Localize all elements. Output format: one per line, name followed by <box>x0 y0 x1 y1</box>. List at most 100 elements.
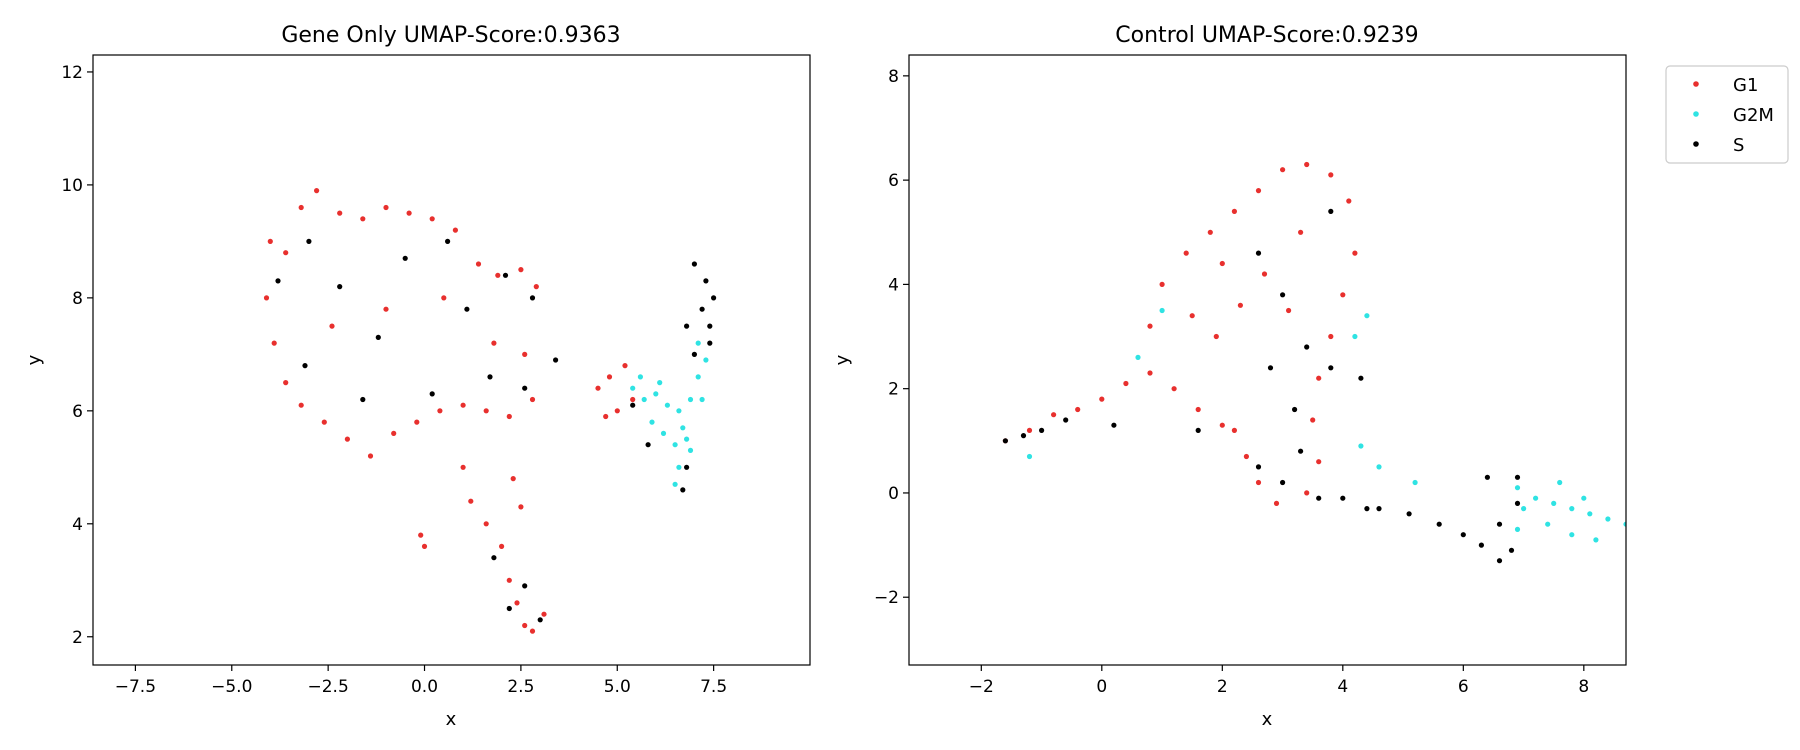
series-s <box>1002 208 1521 564</box>
data-point <box>1310 417 1316 423</box>
data-point <box>1026 453 1033 460</box>
data-point <box>298 204 304 211</box>
data-point <box>283 250 289 256</box>
data-point <box>518 267 524 273</box>
data-point <box>1039 427 1045 433</box>
data-point <box>1255 250 1262 256</box>
x-tick-label: −5.0 <box>211 677 252 697</box>
data-point <box>1545 521 1551 527</box>
data-point <box>1267 365 1274 371</box>
data-point <box>672 442 678 448</box>
data-point <box>645 442 651 448</box>
data-point <box>703 357 709 363</box>
data-point <box>1514 500 1521 506</box>
data-point <box>1304 344 1310 350</box>
legend-label: G2M <box>1733 105 1774 126</box>
data-point <box>1243 453 1249 460</box>
data-point <box>695 340 701 346</box>
data-point <box>711 295 717 301</box>
x-tick-label: 0 <box>1096 677 1107 697</box>
y-tick-label: 2 <box>888 380 899 400</box>
data-point <box>687 447 694 453</box>
data-point <box>1328 333 1334 340</box>
data-point <box>1605 516 1611 522</box>
y-tick-label: 8 <box>888 67 899 87</box>
series-s <box>275 238 717 623</box>
data-point <box>429 216 435 222</box>
data-point <box>553 357 559 363</box>
data-point <box>391 430 397 436</box>
x-axis-label: x <box>1262 709 1273 730</box>
data-point <box>1195 427 1201 433</box>
data-point <box>1533 495 1539 501</box>
data-point <box>302 363 308 369</box>
data-point <box>1280 479 1286 486</box>
data-point <box>680 487 686 493</box>
data-point <box>595 385 601 391</box>
data-point <box>691 261 698 267</box>
data-point <box>1123 380 1129 387</box>
data-point <box>676 408 682 414</box>
y-tick-label: 10 <box>61 176 83 196</box>
x-axis-label: x <box>446 709 457 730</box>
data-point <box>460 402 466 408</box>
data-point <box>529 628 536 634</box>
data-point <box>460 464 466 470</box>
data-point <box>314 188 320 194</box>
data-point <box>537 617 543 623</box>
data-point <box>1593 537 1599 543</box>
data-point <box>271 340 277 346</box>
data-point <box>653 391 659 397</box>
data-point <box>1002 438 1009 444</box>
data-point <box>1557 479 1563 486</box>
data-point <box>1412 479 1418 486</box>
data-point <box>344 436 350 442</box>
chart-title: Gene Only UMAP-Score:0.9363 <box>281 23 620 48</box>
data-point <box>1051 412 1057 418</box>
data-point <box>502 272 509 278</box>
data-point <box>1099 396 1105 402</box>
series-g2m <box>1026 307 1626 543</box>
legend-marker <box>1693 141 1699 147</box>
legend-entry-g2m: G2M <box>1693 105 1774 126</box>
data-point <box>1581 495 1587 501</box>
series-g1 <box>263 188 636 634</box>
data-point <box>1171 386 1177 392</box>
data-point <box>506 605 512 612</box>
data-point <box>707 340 713 346</box>
data-point <box>275 278 281 284</box>
y-tick-label: 8 <box>72 289 83 309</box>
data-point <box>1159 281 1165 287</box>
data-point <box>684 436 690 442</box>
data-point <box>429 391 435 397</box>
data-point <box>1376 464 1382 470</box>
y-tick-label: 0 <box>888 484 899 504</box>
data-point <box>506 413 512 420</box>
data-point <box>684 323 690 329</box>
data-point <box>495 272 501 278</box>
data-point <box>630 385 636 391</box>
data-point <box>1111 422 1117 428</box>
data-point <box>1316 459 1322 465</box>
data-point <box>1298 448 1304 454</box>
data-point <box>1352 250 1358 256</box>
data-point <box>1286 307 1292 314</box>
chart-title: Control UMAP-Score:0.9239 <box>1115 23 1418 48</box>
data-point <box>487 374 493 380</box>
data-point <box>529 295 536 301</box>
data-point <box>367 453 374 459</box>
data-point <box>1340 292 1346 298</box>
data-point <box>499 543 505 550</box>
data-point <box>606 374 613 380</box>
data-point <box>1298 229 1304 235</box>
y-tick-label: 6 <box>888 171 899 191</box>
data-point <box>267 238 273 244</box>
data-point <box>533 284 539 290</box>
data-point <box>1273 500 1280 506</box>
data-point <box>483 521 489 527</box>
data-point <box>1147 370 1153 376</box>
data-point <box>1075 406 1081 413</box>
data-point <box>1261 271 1268 277</box>
data-point <box>360 216 366 222</box>
